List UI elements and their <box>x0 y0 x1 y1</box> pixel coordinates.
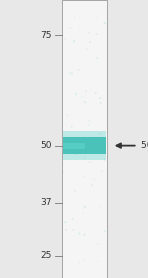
Point <box>70 124 73 129</box>
Point <box>103 158 105 162</box>
Point <box>99 96 101 100</box>
Point <box>103 229 106 234</box>
Point <box>71 71 73 76</box>
Bar <box>62 0 107 278</box>
Point <box>75 92 77 96</box>
Point <box>104 21 106 25</box>
Point <box>72 228 74 232</box>
Point <box>83 257 85 262</box>
Point <box>83 233 86 237</box>
Point <box>77 68 80 72</box>
Point <box>95 15 98 19</box>
Point <box>88 123 90 128</box>
Point <box>95 32 98 36</box>
Point <box>85 89 87 93</box>
Point <box>82 119 84 123</box>
Point <box>74 15 76 20</box>
Point <box>84 155 86 160</box>
Point <box>93 177 96 182</box>
Text: 37: 37 <box>40 198 52 207</box>
Point <box>78 260 80 265</box>
Point <box>89 40 91 44</box>
Point <box>81 95 83 99</box>
Point <box>69 71 71 75</box>
Point <box>91 183 94 188</box>
Point <box>71 217 74 221</box>
Point <box>87 55 89 59</box>
Point <box>85 47 88 51</box>
Point <box>64 220 67 224</box>
Bar <box>63 143 85 149</box>
Text: 50: 50 <box>40 141 52 150</box>
Text: 50 kDa: 50 kDa <box>141 141 148 150</box>
Point <box>66 113 69 118</box>
Point <box>89 160 91 164</box>
Point <box>100 169 103 173</box>
Bar <box>63 137 106 155</box>
Point <box>73 39 75 43</box>
Text: 75: 75 <box>40 31 52 40</box>
Point <box>87 30 90 35</box>
Point <box>79 24 81 28</box>
Point <box>83 174 86 179</box>
Point <box>95 91 97 95</box>
Point <box>99 205 101 209</box>
Point <box>63 162 65 167</box>
Point <box>63 145 65 150</box>
Bar <box>63 131 106 160</box>
Point <box>82 211 84 215</box>
Point <box>88 119 91 123</box>
Text: 25: 25 <box>40 251 52 260</box>
Point <box>73 39 75 44</box>
Point <box>69 25 71 30</box>
Point <box>96 56 99 60</box>
Point <box>63 170 65 175</box>
Point <box>88 110 91 114</box>
Point <box>97 259 99 264</box>
Point <box>96 242 99 246</box>
Point <box>98 131 100 135</box>
Point <box>76 265 78 270</box>
Point <box>84 205 86 209</box>
Point <box>65 228 67 232</box>
Point <box>100 101 102 105</box>
Point <box>74 189 76 193</box>
Point <box>99 132 101 136</box>
Point <box>75 152 77 157</box>
Point <box>64 37 66 41</box>
Point <box>69 235 71 239</box>
Point <box>78 231 81 236</box>
Point <box>84 100 86 104</box>
